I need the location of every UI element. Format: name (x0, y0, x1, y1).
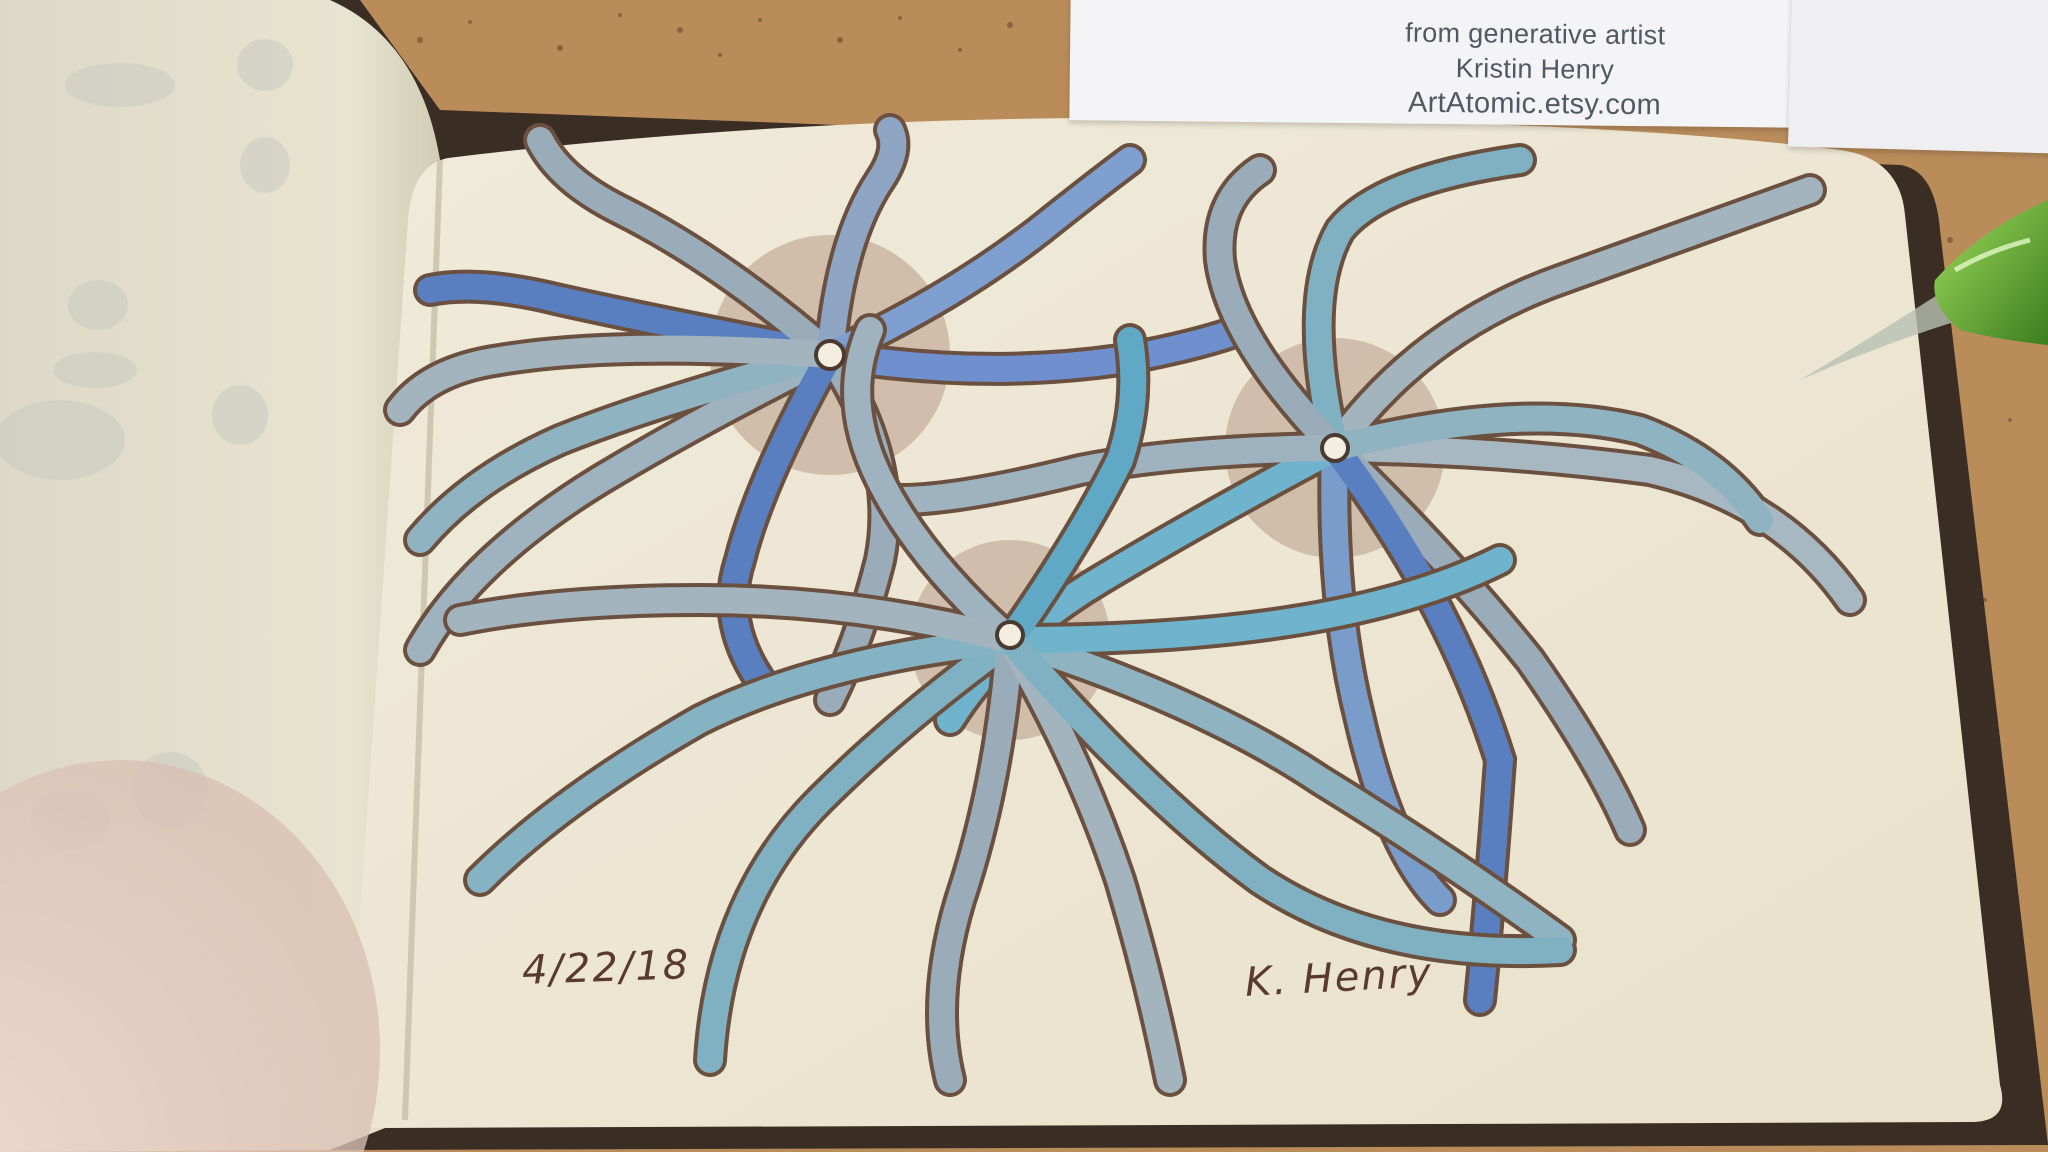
hub-center-left (814, 339, 846, 371)
fingertip (0, 760, 380, 1152)
artist-business-card: from generative artist Kristin Henry Art… (1069, 0, 1816, 128)
handwritten-date: 4/22/18 (521, 942, 691, 994)
hub-center-right (1320, 433, 1350, 463)
glass-pen (1800, 200, 2048, 380)
tentacle-drawing (383, 113, 1867, 1097)
card-line-1: from generative artist (1405, 17, 1666, 51)
business-card-text: from generative artist Kristin Henry Art… (1319, 15, 1750, 124)
table-speckles (417, 13, 2012, 602)
artist-signature: K. Henry (1243, 950, 1434, 1006)
second-card (1787, 0, 2048, 154)
card-line-2: Kristin Henry (1455, 53, 1615, 85)
card-line-3: ArtAtomic.etsy.com (1407, 86, 1662, 122)
hub-center-bottom (995, 620, 1025, 650)
